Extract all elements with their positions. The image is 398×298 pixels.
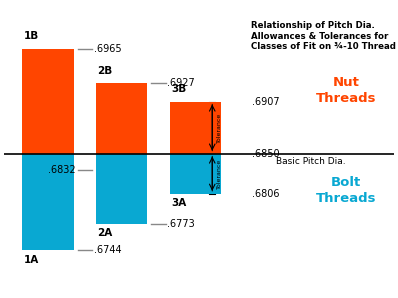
Bar — [170, 102, 221, 153]
Text: Tolerance: Tolerance — [217, 112, 222, 143]
Text: Relationship of Pitch Dia.
Allowances & Tolerances for
Classes of Fit on ¾-10 Th: Relationship of Pitch Dia. Allowances & … — [250, 21, 395, 51]
Bar — [96, 83, 148, 153]
Text: 2A: 2A — [98, 228, 113, 238]
Bar — [96, 153, 148, 224]
Text: .6744: .6744 — [94, 245, 121, 255]
Text: Basic Pitch Dia.: Basic Pitch Dia. — [276, 157, 346, 166]
Bar — [22, 49, 74, 153]
Text: .6850: .6850 — [252, 149, 280, 159]
Text: .6832: .6832 — [49, 165, 76, 175]
Bar — [22, 153, 74, 250]
Text: Tolerance: Tolerance — [217, 159, 222, 189]
Text: 3A: 3A — [171, 198, 186, 208]
Text: Nut
Threads: Nut Threads — [316, 76, 377, 105]
Text: 2B: 2B — [98, 66, 113, 76]
Text: .6806: .6806 — [252, 189, 279, 199]
Text: 1A: 1A — [24, 255, 39, 265]
Text: .6965: .6965 — [94, 44, 121, 54]
Bar — [170, 153, 221, 194]
Text: .6907: .6907 — [252, 97, 280, 107]
Text: Bolt
Threads: Bolt Threads — [316, 176, 377, 205]
Text: 3B: 3B — [171, 84, 186, 94]
Text: .6927: .6927 — [167, 78, 195, 88]
Text: 1B: 1B — [24, 31, 39, 41]
Text: .6773: .6773 — [167, 219, 195, 229]
